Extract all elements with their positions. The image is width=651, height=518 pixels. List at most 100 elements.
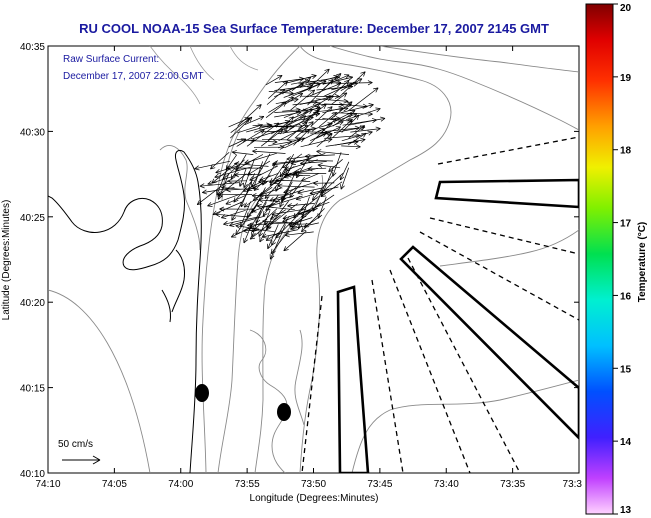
current-vector <box>267 116 294 141</box>
current-vector <box>315 126 341 139</box>
current-vector <box>284 74 317 84</box>
current-vector <box>310 106 333 127</box>
lane-line <box>301 295 323 473</box>
current-vector <box>265 75 283 86</box>
current-vector <box>207 194 240 207</box>
current-vector <box>265 101 287 118</box>
colorbar-tick-label: 18 <box>620 146 632 157</box>
current-vector <box>288 222 311 228</box>
current-vector <box>341 114 360 133</box>
scale-arrow <box>62 455 101 465</box>
current-vector <box>231 150 254 155</box>
current-vector <box>318 111 337 128</box>
colorbar-tick-label: 13 <box>620 505 632 516</box>
current-vector <box>252 148 286 154</box>
x-tick-label: 73:45 <box>367 479 392 490</box>
harbor-detail <box>149 46 259 105</box>
current-vector <box>348 87 379 112</box>
y-tick-label: 40:20 <box>20 298 45 309</box>
current-vector <box>243 159 255 189</box>
current-vector <box>348 125 365 139</box>
current-vector <box>294 121 314 139</box>
current-vector <box>286 121 308 141</box>
marker-dot <box>277 403 291 421</box>
lane-line <box>429 217 579 255</box>
current-vector <box>221 185 241 191</box>
separation-zone <box>399 245 579 440</box>
current-vector <box>316 133 333 148</box>
current-vector <box>306 157 334 163</box>
current-vector <box>304 153 335 159</box>
current-vector <box>234 172 263 178</box>
current-vector <box>290 89 316 111</box>
current-vector <box>225 194 247 205</box>
current-vector <box>307 79 334 106</box>
current-vector <box>316 149 350 155</box>
current-vector <box>277 183 315 189</box>
current-vector <box>244 115 265 126</box>
current-label-line1: Raw Surface Current: <box>63 54 159 65</box>
current-vector <box>306 82 342 98</box>
current-vector <box>306 68 330 91</box>
current-vector <box>238 168 247 187</box>
current-vector <box>283 230 307 252</box>
lane-line <box>437 136 579 165</box>
current-vector <box>348 116 386 126</box>
current-vector <box>251 203 275 213</box>
current-vector <box>256 203 295 211</box>
current-vector <box>231 188 251 221</box>
current-vector <box>309 186 339 195</box>
current-vector <box>237 104 262 127</box>
current-vector <box>196 180 229 206</box>
current-vector <box>331 92 348 105</box>
bathymetry-contours <box>48 46 579 473</box>
current-vector <box>219 206 254 212</box>
current-vector <box>300 160 327 166</box>
colorbar-tick-label: 19 <box>620 73 632 84</box>
current-vector <box>242 181 262 192</box>
current-vector <box>332 118 353 139</box>
current-vector <box>244 152 278 165</box>
current-vector <box>269 166 295 183</box>
current-vector <box>236 123 263 134</box>
current-vector <box>287 203 315 209</box>
current-vector <box>334 137 366 146</box>
x-axis: 74:10 74:05 74:00 73:55 73:50 73:45 73:40 73:35… <box>35 46 582 490</box>
current-vector <box>275 177 311 183</box>
current-vector <box>225 187 258 193</box>
current-vector <box>251 193 286 199</box>
x-axis-label: Longitude (Degrees:Minutes) <box>250 493 379 504</box>
current-vector <box>215 165 238 174</box>
map-layer <box>48 46 579 473</box>
current-vector <box>350 126 381 133</box>
current-vector <box>329 101 353 120</box>
separation-zone <box>434 178 579 209</box>
lane-line <box>419 231 579 321</box>
current-vector <box>247 226 275 233</box>
current-vector <box>284 109 313 128</box>
current-vector <box>262 218 302 225</box>
colorbar-tick-label: 17 <box>620 219 632 230</box>
lane-line <box>407 257 521 473</box>
current-vector <box>313 180 335 186</box>
x-tick-label: 74:05 <box>102 479 127 490</box>
current-vector <box>315 106 349 113</box>
current-label-line2: December 17, 2007 22:00 GMT <box>63 71 204 82</box>
plot-frame <box>47 45 580 474</box>
current-vector <box>199 182 239 189</box>
y-tick-label: 40:10 <box>20 469 45 480</box>
current-vector <box>230 116 253 139</box>
current-vector <box>215 212 250 218</box>
current-vector <box>340 167 350 190</box>
scale-label: 50 cm/s <box>58 439 93 450</box>
current-vector <box>271 209 301 217</box>
current-vector <box>246 122 280 147</box>
y-axis: 40:35 40:30 40:25 40:20 40:15 40:10 <box>20 42 579 480</box>
y-tick-label: 40:15 <box>20 384 45 395</box>
current-vector <box>267 80 288 99</box>
current-vector <box>229 215 266 227</box>
current-vectors <box>194 68 386 260</box>
current-vector <box>260 129 284 147</box>
current-vector <box>284 92 303 105</box>
